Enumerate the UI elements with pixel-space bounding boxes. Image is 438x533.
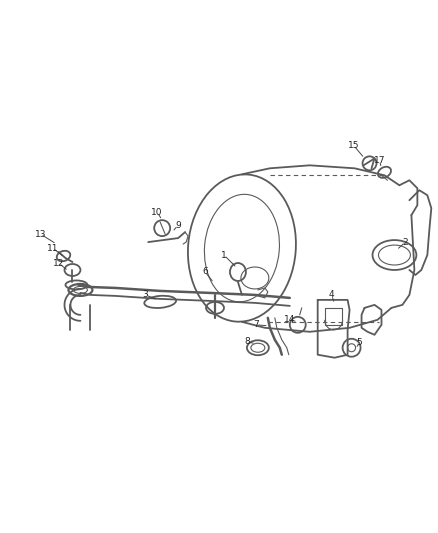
Text: 10: 10 [152,208,163,217]
Text: 7: 7 [253,320,259,329]
Text: 12: 12 [53,259,64,268]
Text: 17: 17 [374,156,385,165]
Text: 2: 2 [403,238,408,247]
Text: 6: 6 [202,268,208,277]
Text: 11: 11 [47,244,58,253]
Text: 3: 3 [142,290,148,300]
Text: 1: 1 [221,251,227,260]
Text: 8: 8 [244,337,250,346]
Text: 14: 14 [284,316,296,324]
Text: 5: 5 [357,338,362,348]
Text: 9: 9 [175,221,181,230]
Text: 4: 4 [329,290,335,300]
Text: 13: 13 [35,230,46,239]
Text: 15: 15 [348,141,359,150]
